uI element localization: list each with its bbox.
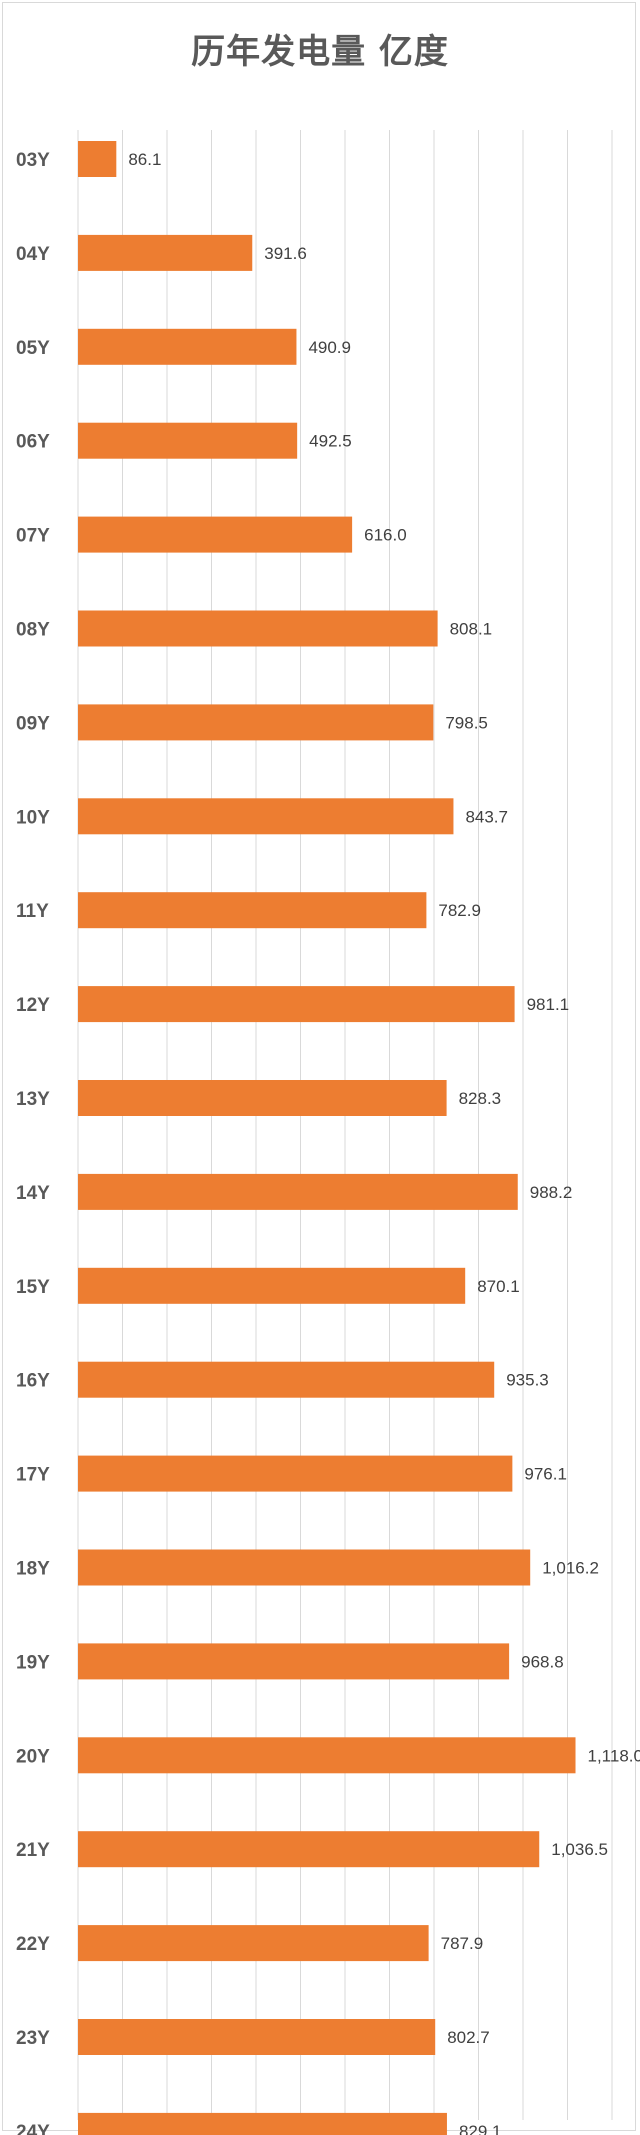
category-label: 14Y bbox=[16, 1183, 50, 1204]
bar bbox=[78, 1173, 518, 1210]
data-label: 86.1 bbox=[128, 150, 161, 169]
data-label: 798.5 bbox=[445, 713, 488, 732]
category-label: 08Y bbox=[16, 620, 50, 641]
data-label: 1,118.0 bbox=[588, 1746, 640, 1765]
bar bbox=[78, 986, 515, 1023]
data-label: 843.7 bbox=[465, 807, 508, 826]
data-label: 829.1 bbox=[459, 2122, 502, 2135]
category-label: 10Y bbox=[16, 807, 50, 828]
bar bbox=[78, 234, 253, 271]
data-label: 492.5 bbox=[309, 432, 352, 451]
category-label: 16Y bbox=[16, 1371, 50, 1392]
bar bbox=[78, 328, 297, 365]
category-label: 24Y bbox=[16, 2122, 50, 2135]
bar bbox=[78, 516, 353, 553]
category-label: 06Y bbox=[16, 432, 50, 453]
bar bbox=[78, 422, 298, 459]
data-label: 935.3 bbox=[506, 1371, 549, 1390]
category-label: 18Y bbox=[16, 1559, 50, 1580]
data-label: 968.8 bbox=[521, 1652, 564, 1671]
category-label: 22Y bbox=[16, 1934, 50, 1955]
bar bbox=[78, 1361, 495, 1398]
data-label: 490.9 bbox=[308, 338, 351, 357]
data-label: 828.3 bbox=[459, 1089, 502, 1108]
category-label: 07Y bbox=[16, 526, 50, 547]
category-label: 19Y bbox=[16, 1652, 50, 1673]
bar bbox=[78, 1831, 540, 1868]
category-label: 21Y bbox=[16, 1840, 50, 1861]
data-label: 808.1 bbox=[450, 620, 493, 639]
data-label: 391.6 bbox=[264, 244, 307, 263]
bar bbox=[78, 610, 438, 647]
data-label: 981.1 bbox=[527, 995, 570, 1014]
category-label: 11Y bbox=[16, 901, 49, 922]
category-label: 03Y bbox=[16, 150, 50, 171]
data-label: 1,016.2 bbox=[542, 1559, 599, 1578]
data-label: 802.7 bbox=[447, 2028, 490, 2047]
data-label: 616.0 bbox=[364, 526, 407, 545]
bar bbox=[78, 1267, 466, 1304]
bar bbox=[78, 798, 454, 835]
bar bbox=[78, 1925, 429, 1962]
bar bbox=[78, 704, 434, 741]
category-label: 09Y bbox=[16, 713, 50, 734]
bar bbox=[78, 1643, 510, 1680]
bar bbox=[78, 2112, 447, 2135]
category-label: 05Y bbox=[16, 338, 50, 359]
bar bbox=[78, 1549, 531, 1586]
chart-title: 历年发电量 亿度 bbox=[191, 32, 449, 72]
data-label: 988.2 bbox=[530, 1183, 573, 1202]
bar bbox=[78, 1455, 513, 1492]
category-label: 04Y bbox=[16, 244, 50, 265]
category-label: 13Y bbox=[16, 1089, 50, 1110]
category-label: 15Y bbox=[16, 1277, 50, 1298]
bar bbox=[78, 141, 117, 177]
data-label: 787.9 bbox=[441, 1934, 484, 1953]
data-label: 1,036.5 bbox=[551, 1840, 608, 1859]
category-label: 23Y bbox=[16, 2028, 50, 2049]
data-label: 976.1 bbox=[524, 1465, 567, 1484]
category-label: 12Y bbox=[16, 995, 50, 1016]
bar bbox=[78, 1080, 447, 1116]
category-label: 17Y bbox=[16, 1465, 50, 1486]
bar bbox=[78, 892, 427, 929]
category-label: 20Y bbox=[16, 1746, 50, 1767]
data-label: 870.1 bbox=[477, 1277, 520, 1296]
bar bbox=[78, 2019, 436, 2055]
bar bbox=[78, 1737, 576, 1774]
data-label: 782.9 bbox=[438, 901, 481, 920]
